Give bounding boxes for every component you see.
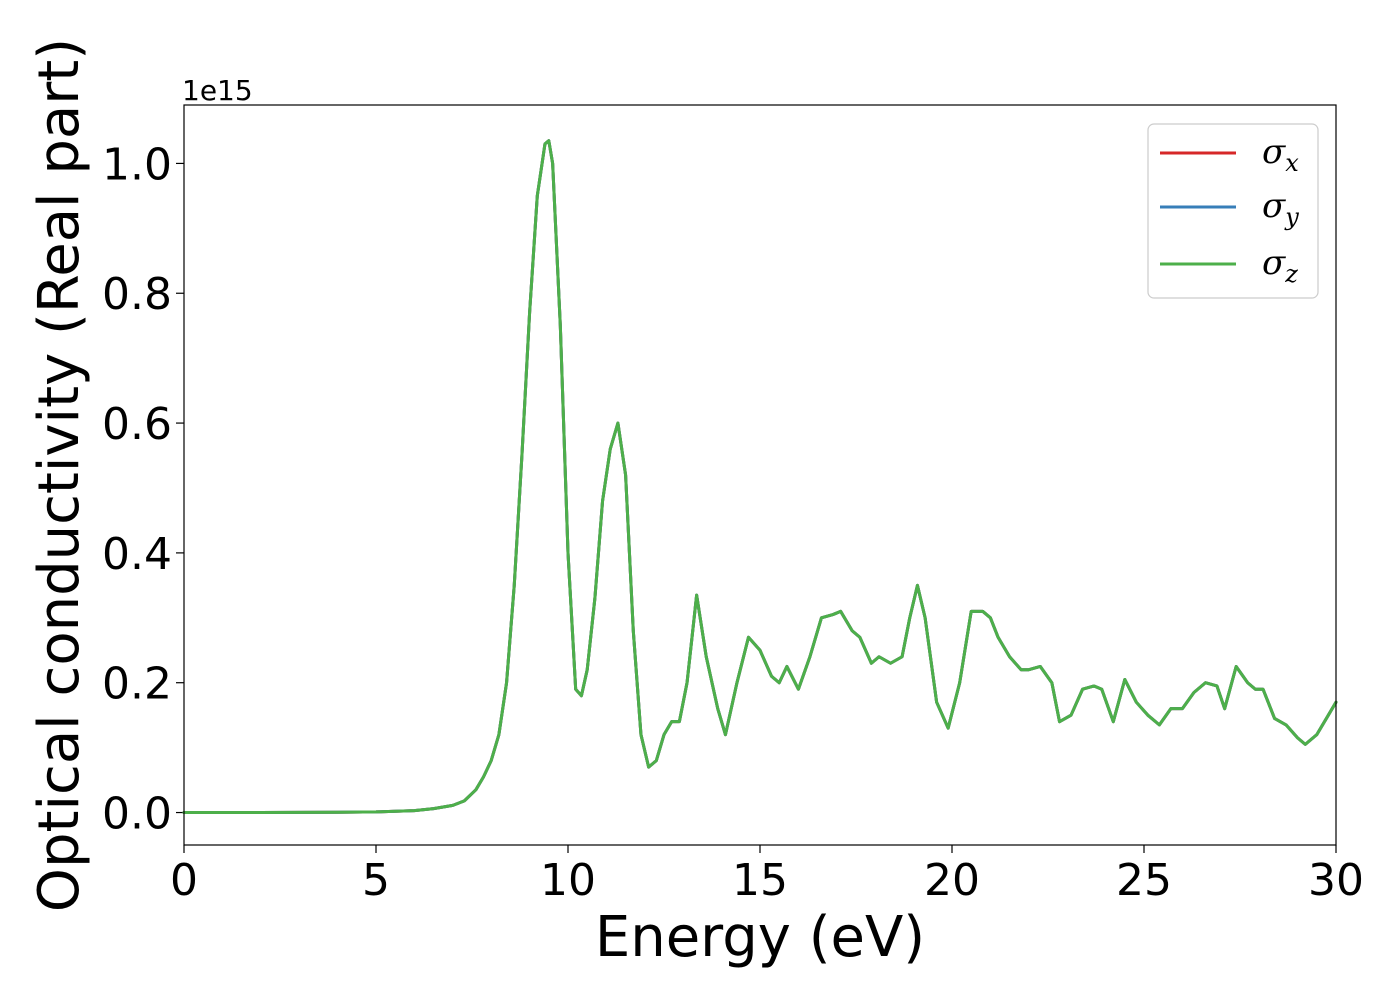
y-axis-ticks: 0.0 0.2 0.4 0.6 0.8 1.0 [102,139,184,840]
y-offset-label: 1e15 [182,74,253,107]
x-tick-label: 15 [732,855,788,906]
plot-background [184,105,1336,845]
x-tick-label: 0 [170,855,198,906]
legend-box [1147,123,1319,299]
legend: σx σy σz [1147,123,1319,299]
x-tick-label: 30 [1308,855,1364,906]
legend-label-z: σz [1262,243,1298,288]
plot-frame [183,104,1337,846]
y-tick-label: 0.2 [102,659,172,710]
series-lines [182,139,1338,815]
legend-label-y: σy [1262,186,1299,231]
y-tick-label: 0.6 [102,399,172,450]
y-tick-label: 0.8 [102,269,172,320]
y-axis-label: Optical conductivity (Real part) [27,38,92,912]
x-tick-label: 25 [1116,855,1172,906]
x-axis-label: Energy (eV) [595,905,925,970]
x-tick-label: 5 [362,855,390,906]
series-line-z [182,139,1338,815]
y-tick-label: 0.0 [102,789,172,840]
x-tick-label: 10 [540,855,596,906]
x-tick-label: 20 [924,855,980,906]
y-tick-label: 0.4 [102,529,172,580]
legend-label-x: σx [1262,132,1299,177]
x-axis-ticks: 0 5 10 15 20 25 30 [170,845,1364,906]
legend-entries: σx σy σz [1160,132,1299,288]
y-tick-label: 1.0 [102,139,172,190]
